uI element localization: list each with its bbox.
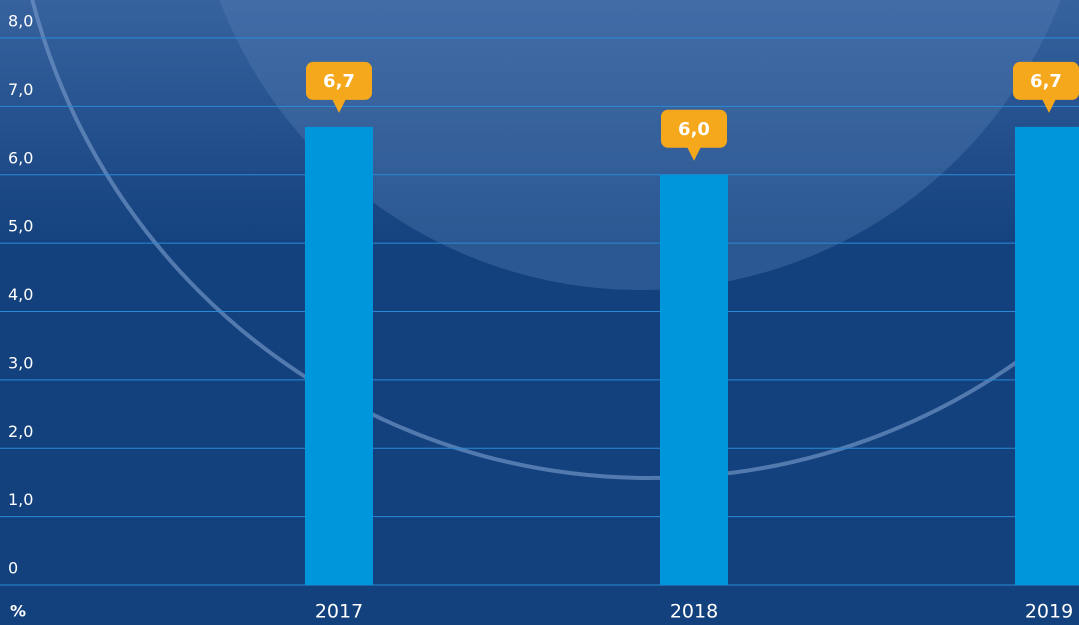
background-photo	[0, 0, 1079, 245]
value-label-pointer	[332, 98, 346, 113]
y-tick-label: 2,0	[8, 422, 33, 441]
x-tick-label: 2017	[315, 601, 363, 623]
value-label-box	[306, 61, 372, 100]
y-tick-label: 0	[8, 559, 18, 578]
y-tick-label: 3,0	[8, 353, 33, 372]
x-tick-label: 2018	[670, 601, 718, 623]
value-label-box	[1013, 61, 1079, 100]
x-tick-label: 2019	[1025, 601, 1073, 623]
y-tick-label: 5,0	[8, 217, 33, 236]
value-label-box	[661, 109, 727, 148]
value-label: 6,7	[1030, 71, 1062, 92]
bar	[305, 126, 373, 585]
y-tick-label: 4,0	[8, 285, 33, 304]
y-axis-label: %	[10, 602, 26, 621]
bar	[660, 174, 728, 585]
background-arc	[30, 0, 1079, 480]
y-tick-label: 1,0	[8, 490, 33, 509]
bar	[1015, 126, 1079, 585]
value-label: 6,0	[678, 119, 710, 140]
y-tick-label: 7,0	[8, 80, 33, 99]
value-label: 6,7	[323, 71, 355, 92]
y-tick-label: 8,0	[8, 12, 33, 31]
y-tick-label: 6,0	[8, 148, 33, 167]
background-disc	[219, 0, 1061, 290]
value-label-pointer	[687, 146, 701, 161]
value-label-pointer	[1042, 98, 1056, 113]
